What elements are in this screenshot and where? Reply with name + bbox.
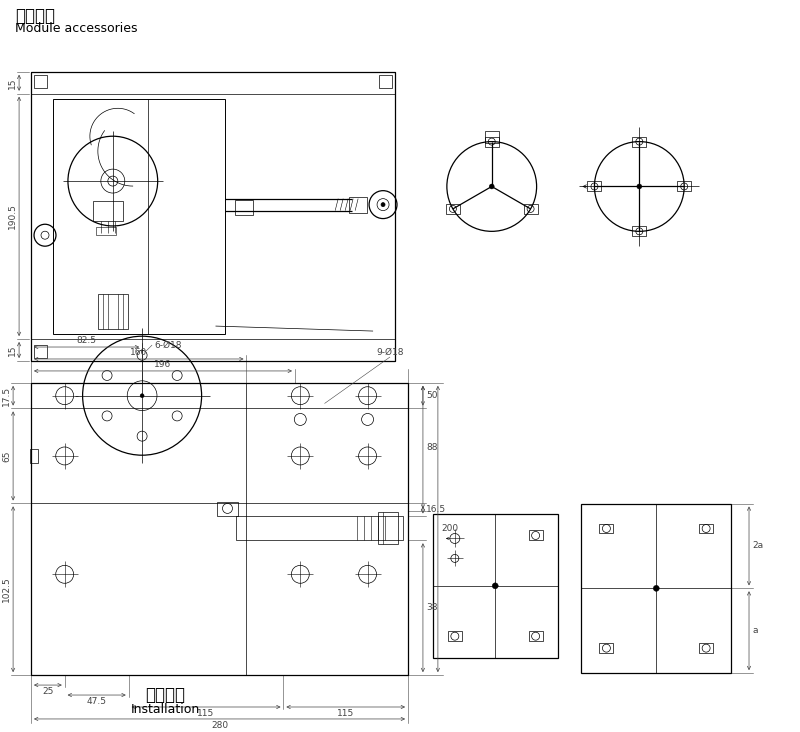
Text: 模块附件: 模块附件 xyxy=(15,7,55,25)
Text: 2a: 2a xyxy=(752,542,763,550)
Bar xyxy=(448,631,462,641)
Bar xyxy=(582,504,731,673)
Text: 200: 200 xyxy=(441,525,458,534)
Text: 16.5: 16.5 xyxy=(426,505,446,515)
Bar xyxy=(529,531,542,540)
Text: 280: 280 xyxy=(211,721,228,730)
Bar xyxy=(485,137,498,146)
Text: Module accessories: Module accessories xyxy=(15,22,138,35)
Bar xyxy=(31,383,408,675)
Bar xyxy=(31,72,395,361)
Text: 160: 160 xyxy=(130,348,147,357)
Bar xyxy=(485,130,498,143)
Bar xyxy=(699,523,713,534)
Text: 82.5: 82.5 xyxy=(77,336,97,345)
Text: Installation: Installation xyxy=(131,703,200,717)
Circle shape xyxy=(637,184,642,189)
Bar xyxy=(678,182,691,192)
Text: 102.5: 102.5 xyxy=(2,576,11,602)
Text: 65: 65 xyxy=(2,450,11,462)
Bar xyxy=(31,72,395,94)
Text: 安装方式: 安装方式 xyxy=(146,686,186,704)
Bar xyxy=(34,345,47,358)
Text: 9-Ø18: 9-Ø18 xyxy=(376,348,404,357)
Text: 88: 88 xyxy=(426,443,438,452)
Text: 196: 196 xyxy=(154,360,171,369)
Circle shape xyxy=(140,394,144,397)
Bar xyxy=(53,99,226,334)
Text: 6-Ø18: 6-Ø18 xyxy=(154,340,182,349)
Circle shape xyxy=(654,586,659,591)
Text: 25: 25 xyxy=(42,687,54,696)
Bar xyxy=(98,294,128,329)
Text: 15: 15 xyxy=(8,344,17,356)
Circle shape xyxy=(490,184,494,189)
Bar xyxy=(599,523,614,534)
Bar xyxy=(446,204,460,214)
Text: 17.5: 17.5 xyxy=(2,386,11,406)
Circle shape xyxy=(381,203,385,206)
Bar xyxy=(349,197,367,212)
Bar xyxy=(433,514,558,658)
Text: 115: 115 xyxy=(198,709,214,718)
Bar xyxy=(587,182,602,192)
Text: 115: 115 xyxy=(337,709,354,718)
Text: 190.5: 190.5 xyxy=(8,203,17,229)
Bar xyxy=(31,339,395,361)
Bar xyxy=(379,75,392,88)
Bar xyxy=(378,512,398,545)
Text: 15: 15 xyxy=(8,77,17,89)
Bar xyxy=(217,502,238,516)
Bar xyxy=(93,201,122,221)
Text: 38: 38 xyxy=(426,603,438,612)
Bar xyxy=(529,631,542,641)
Text: 50: 50 xyxy=(426,391,438,400)
Bar xyxy=(524,204,538,214)
Text: 47.5: 47.5 xyxy=(86,697,106,706)
Bar xyxy=(632,137,646,146)
Bar xyxy=(30,449,38,463)
Text: a: a xyxy=(752,626,758,635)
Circle shape xyxy=(492,583,498,589)
Bar xyxy=(235,200,254,214)
Bar xyxy=(632,226,646,236)
Bar xyxy=(237,516,403,540)
Bar xyxy=(34,75,47,88)
Bar xyxy=(96,227,116,235)
Bar xyxy=(599,643,614,653)
Bar xyxy=(699,643,713,653)
